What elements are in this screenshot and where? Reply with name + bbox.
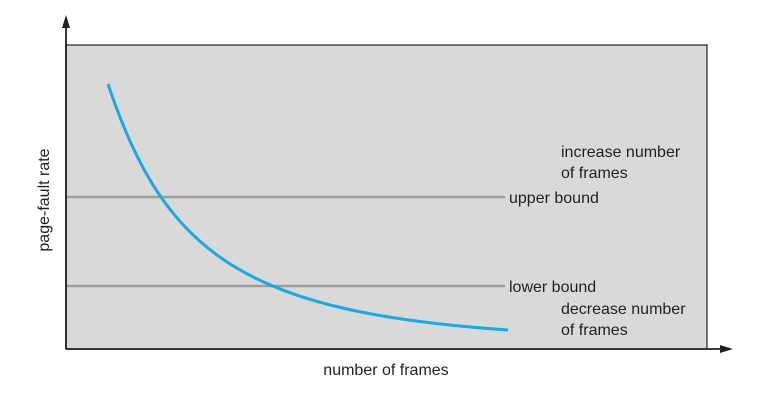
upper-bound-label: upper bound [509, 190, 599, 207]
x-axis-label: number of frames [323, 362, 448, 379]
increase-frames-label-line2: of frames [561, 165, 628, 182]
page-fault-curve [106, 83, 509, 332]
y-axis-label: page-fault rate [36, 148, 53, 251]
decrease-frames-label-line2: of frames [561, 322, 628, 339]
lower-bound-label: lower bound [509, 279, 596, 296]
increase-frames-label-line1: increase number [561, 144, 681, 161]
y-axis-arrowhead [62, 15, 70, 28]
decrease-frames-label-line1: decrease number [561, 301, 686, 318]
x-axis-arrowhead [720, 345, 733, 353]
